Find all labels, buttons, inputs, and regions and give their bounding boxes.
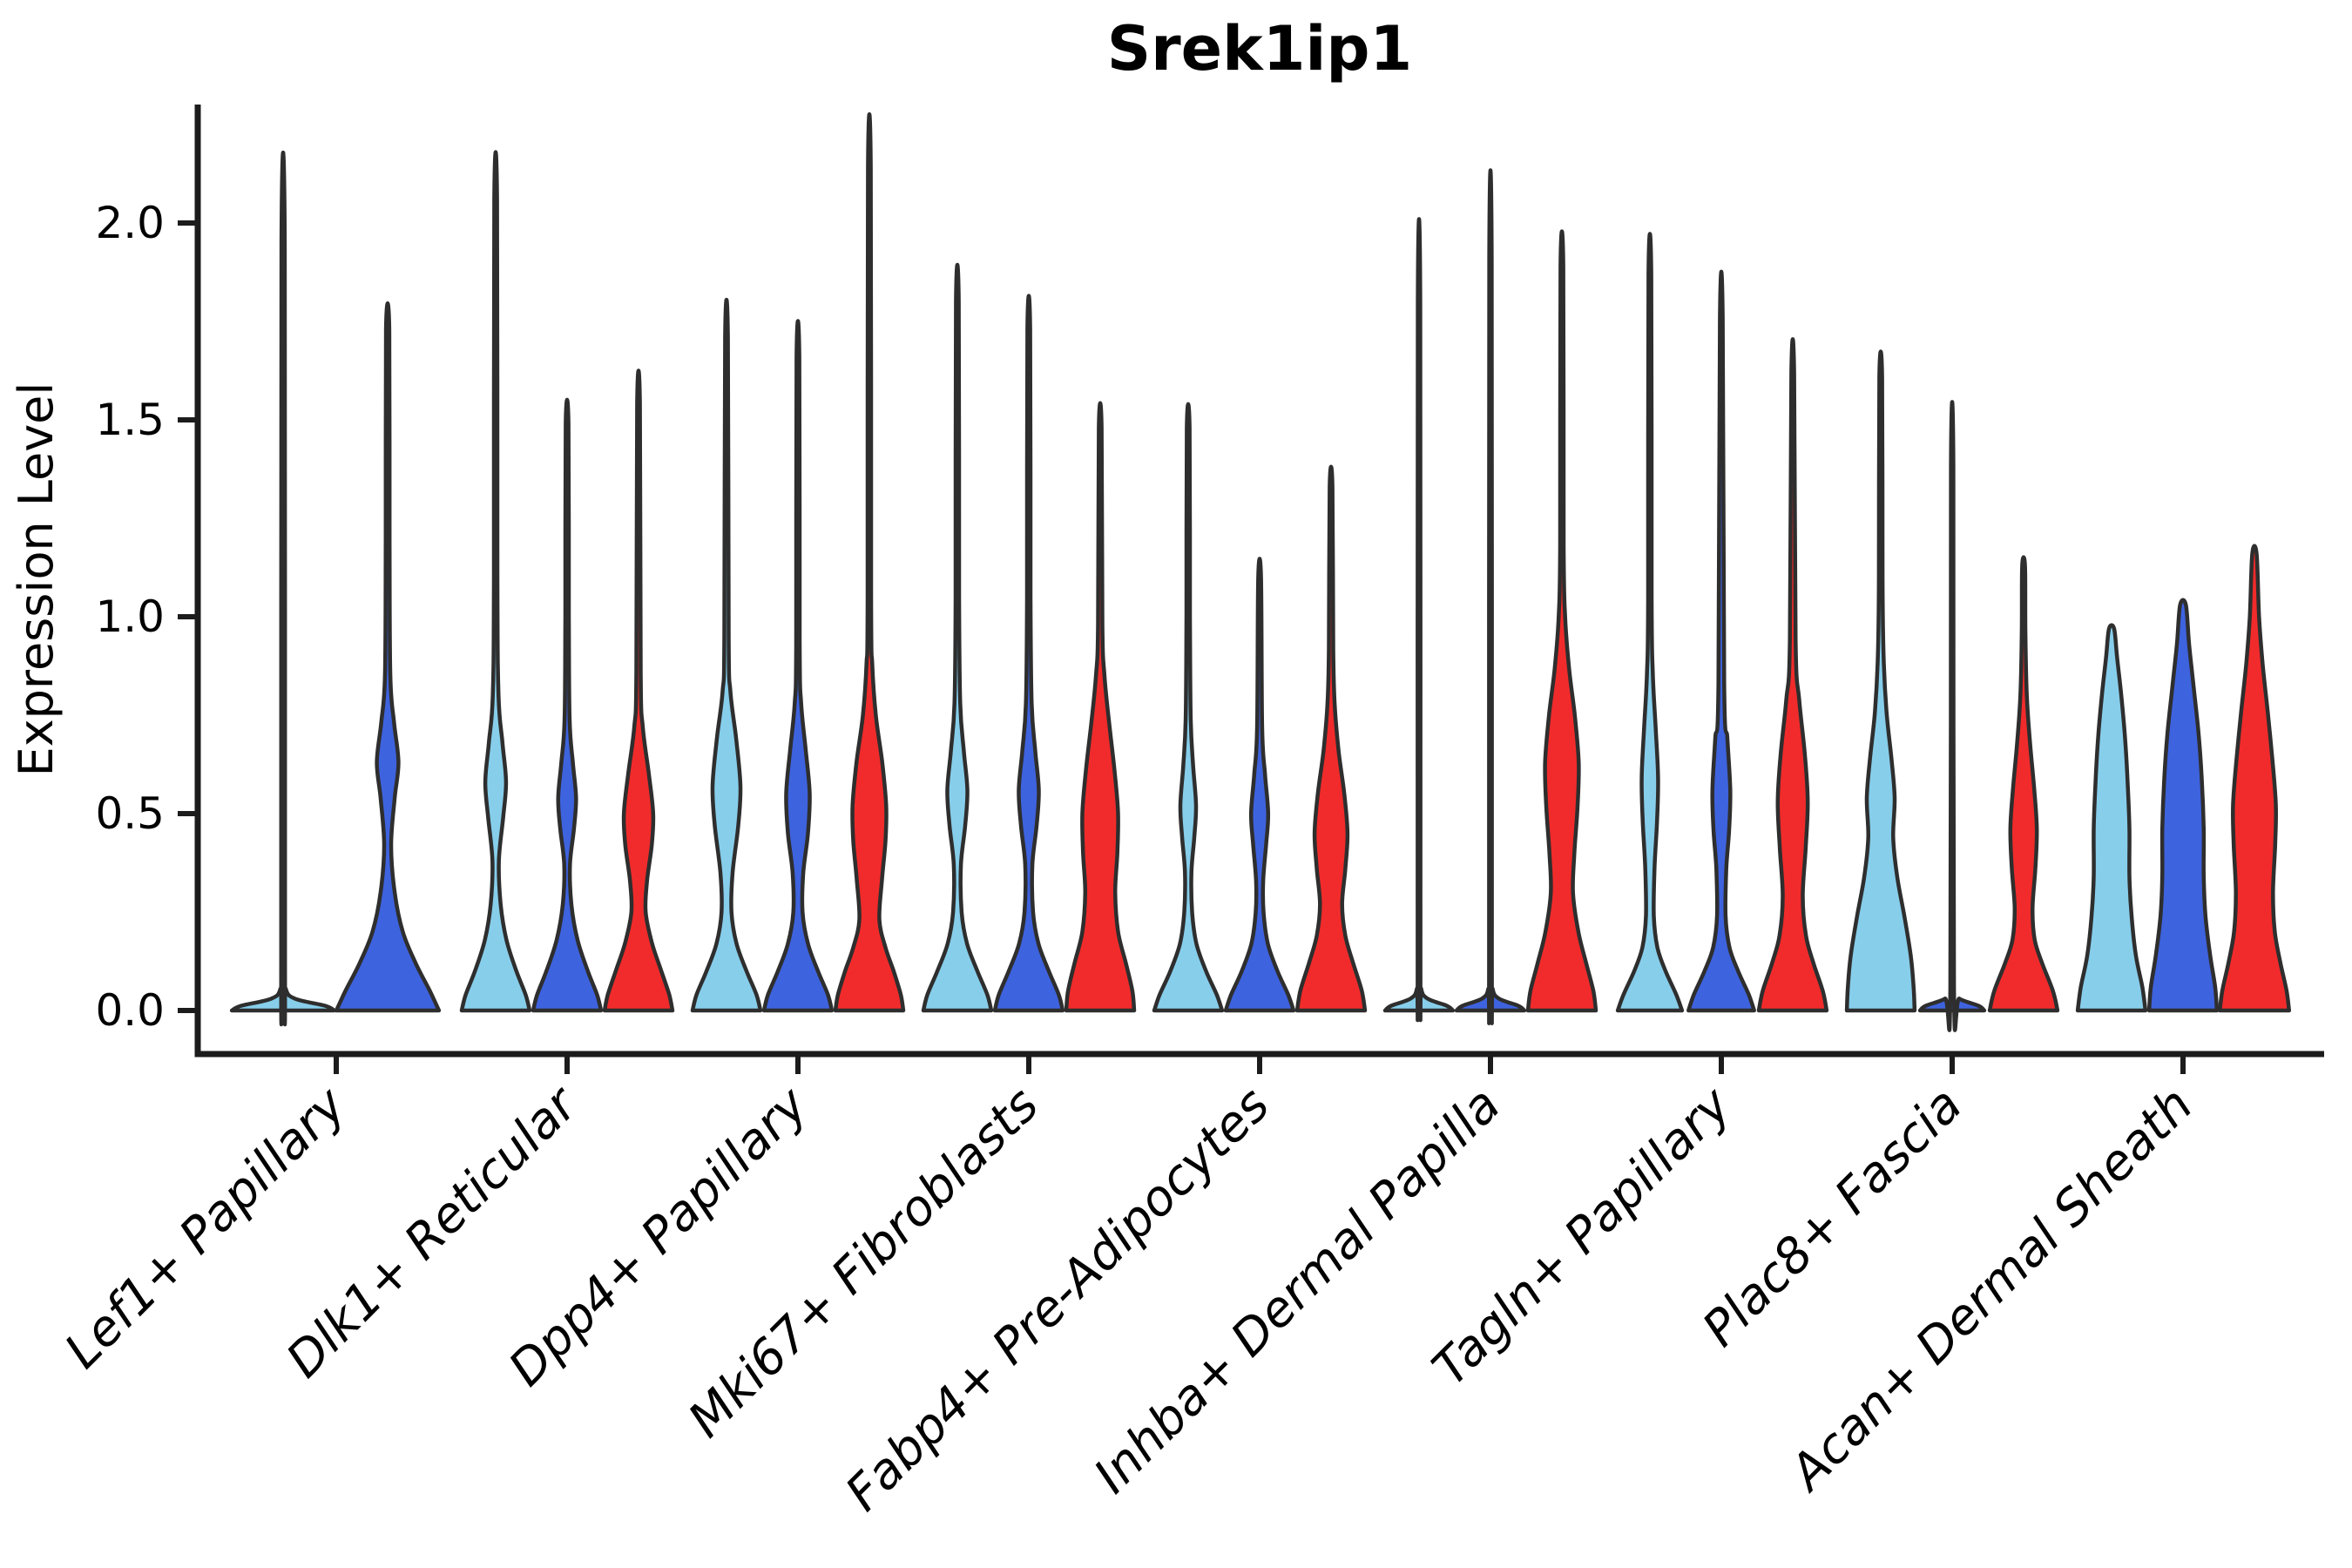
violin-inhba-dermal-papilla-sample-red bbox=[1525, 229, 1598, 1013]
violin-fabp4-pre-adipocytes-sample-darkblue bbox=[1223, 557, 1296, 1013]
violin-inhba-dermal-papilla-sample-darkblue bbox=[1454, 168, 1527, 1025]
violin-acan-dermal-sheath-sample-darkblue bbox=[2146, 598, 2220, 1013]
x-category-label: Acan+ Dermal Sheath bbox=[1778, 1077, 2204, 1503]
chart-title: Srek1ip1 bbox=[1107, 13, 1412, 84]
y-tick-label: 0.5 bbox=[95, 788, 165, 839]
axes-layer bbox=[178, 105, 2324, 1074]
violin-dlk1-reticular-sample-darkblue bbox=[531, 397, 604, 1013]
violin-lef1-papillary-sample-darkblue bbox=[334, 301, 442, 1013]
violin-dpp4-papillary-sample-darkblue bbox=[761, 319, 835, 1013]
violin-dpp4-papillary-sample-lightblue bbox=[690, 298, 763, 1013]
violin-tagln-papillary-sample-lightblue bbox=[1615, 232, 1685, 1013]
violin-tagln-papillary-sample-darkblue bbox=[1686, 269, 1756, 1013]
violin-mki67-fibroblasts-sample-lightblue bbox=[921, 263, 994, 1013]
y-tick-label: 1.0 bbox=[95, 591, 165, 642]
x-category-label: Inhba+ Dermal Papilla bbox=[1084, 1077, 1511, 1504]
violin-acan-dermal-sheath-sample-red bbox=[2217, 544, 2292, 1013]
y-axis-label: Expression Level bbox=[9, 382, 64, 777]
x-category-label: Fabp4+ Pre-Adipocytes bbox=[835, 1077, 1281, 1522]
violin-plac8-fascia-sample-lightblue bbox=[1844, 349, 1917, 1013]
y-tick-label: 0.0 bbox=[95, 985, 165, 1036]
violin-dpp4-papillary-sample-red bbox=[833, 112, 906, 1013]
violins-layer bbox=[229, 112, 2292, 1032]
violin-fabp4-pre-adipocytes-sample-red bbox=[1294, 464, 1368, 1013]
violin-tagln-papillary-sample-red bbox=[1756, 337, 1829, 1013]
violin-plac8-fascia-sample-red bbox=[1987, 555, 2060, 1013]
y-tick-label: 2.0 bbox=[95, 198, 165, 248]
violin-dlk1-reticular-sample-lightblue bbox=[459, 150, 532, 1013]
violin-dlk1-reticular-sample-red bbox=[602, 368, 675, 1013]
violin-inhba-dermal-papilla-sample-lightblue bbox=[1382, 217, 1456, 1023]
y-tick-label: 1.5 bbox=[95, 395, 165, 445]
violin-acan-dermal-sheath-sample-lightblue bbox=[2075, 623, 2148, 1013]
violin-mki67-fibroblasts-sample-darkblue bbox=[992, 294, 1065, 1013]
violin-fabp4-pre-adipocytes-sample-lightblue bbox=[1152, 402, 1225, 1013]
violin-plac8-fascia-sample-darkblue bbox=[1917, 400, 1987, 1032]
violin-lef1-papillary-sample-lightblue bbox=[229, 151, 337, 1027]
violin-mki67-fibroblasts-sample-red bbox=[1064, 401, 1137, 1013]
